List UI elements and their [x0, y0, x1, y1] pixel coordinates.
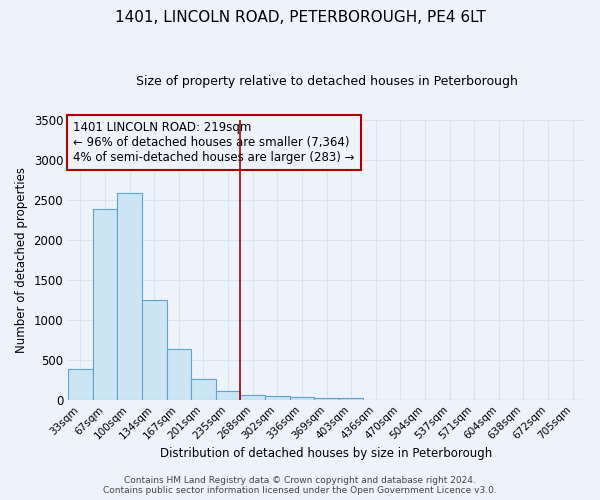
Bar — [241, 395, 265, 400]
Bar — [216, 391, 241, 400]
Text: 1401, LINCOLN ROAD, PETERBOROUGH, PE4 6LT: 1401, LINCOLN ROAD, PETERBOROUGH, PE4 6L… — [115, 10, 485, 25]
Bar — [265, 396, 290, 400]
Bar — [167, 348, 191, 400]
Bar — [68, 368, 92, 400]
Text: 1401 LINCOLN ROAD: 219sqm
← 96% of detached houses are smaller (7,364)
4% of sem: 1401 LINCOLN ROAD: 219sqm ← 96% of detac… — [73, 121, 355, 164]
Bar — [290, 397, 314, 400]
Bar — [191, 379, 216, 400]
X-axis label: Distribution of detached houses by size in Peterborough: Distribution of detached houses by size … — [160, 447, 493, 460]
Bar — [314, 398, 339, 400]
Bar — [117, 192, 142, 400]
Title: Size of property relative to detached houses in Peterborough: Size of property relative to detached ho… — [136, 75, 517, 88]
Y-axis label: Number of detached properties: Number of detached properties — [15, 166, 28, 352]
Bar — [142, 300, 167, 400]
Bar — [339, 398, 364, 400]
Text: Contains HM Land Registry data © Crown copyright and database right 2024.
Contai: Contains HM Land Registry data © Crown c… — [103, 476, 497, 495]
Bar — [92, 208, 117, 400]
